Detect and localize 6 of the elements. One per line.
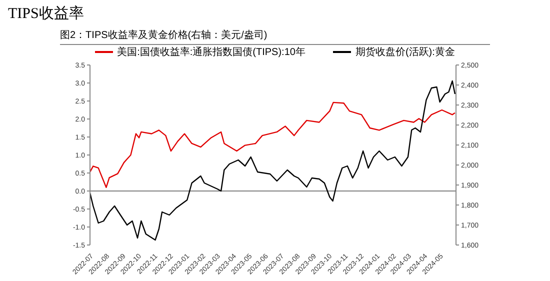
line-series (90, 80, 456, 241)
chart-title: TIPS收益率 (8, 4, 84, 23)
legend-label: 期货收盘价(活跃):黄金 (355, 46, 455, 59)
chart-subtitle: 图2：TIPS收益率及黄金价格(右轴：美元/盎司) (60, 28, 490, 45)
legend-label: 美国:国债收益率:通胀指数国债(TIPS):10年 (117, 46, 306, 59)
line-series (90, 102, 456, 188)
